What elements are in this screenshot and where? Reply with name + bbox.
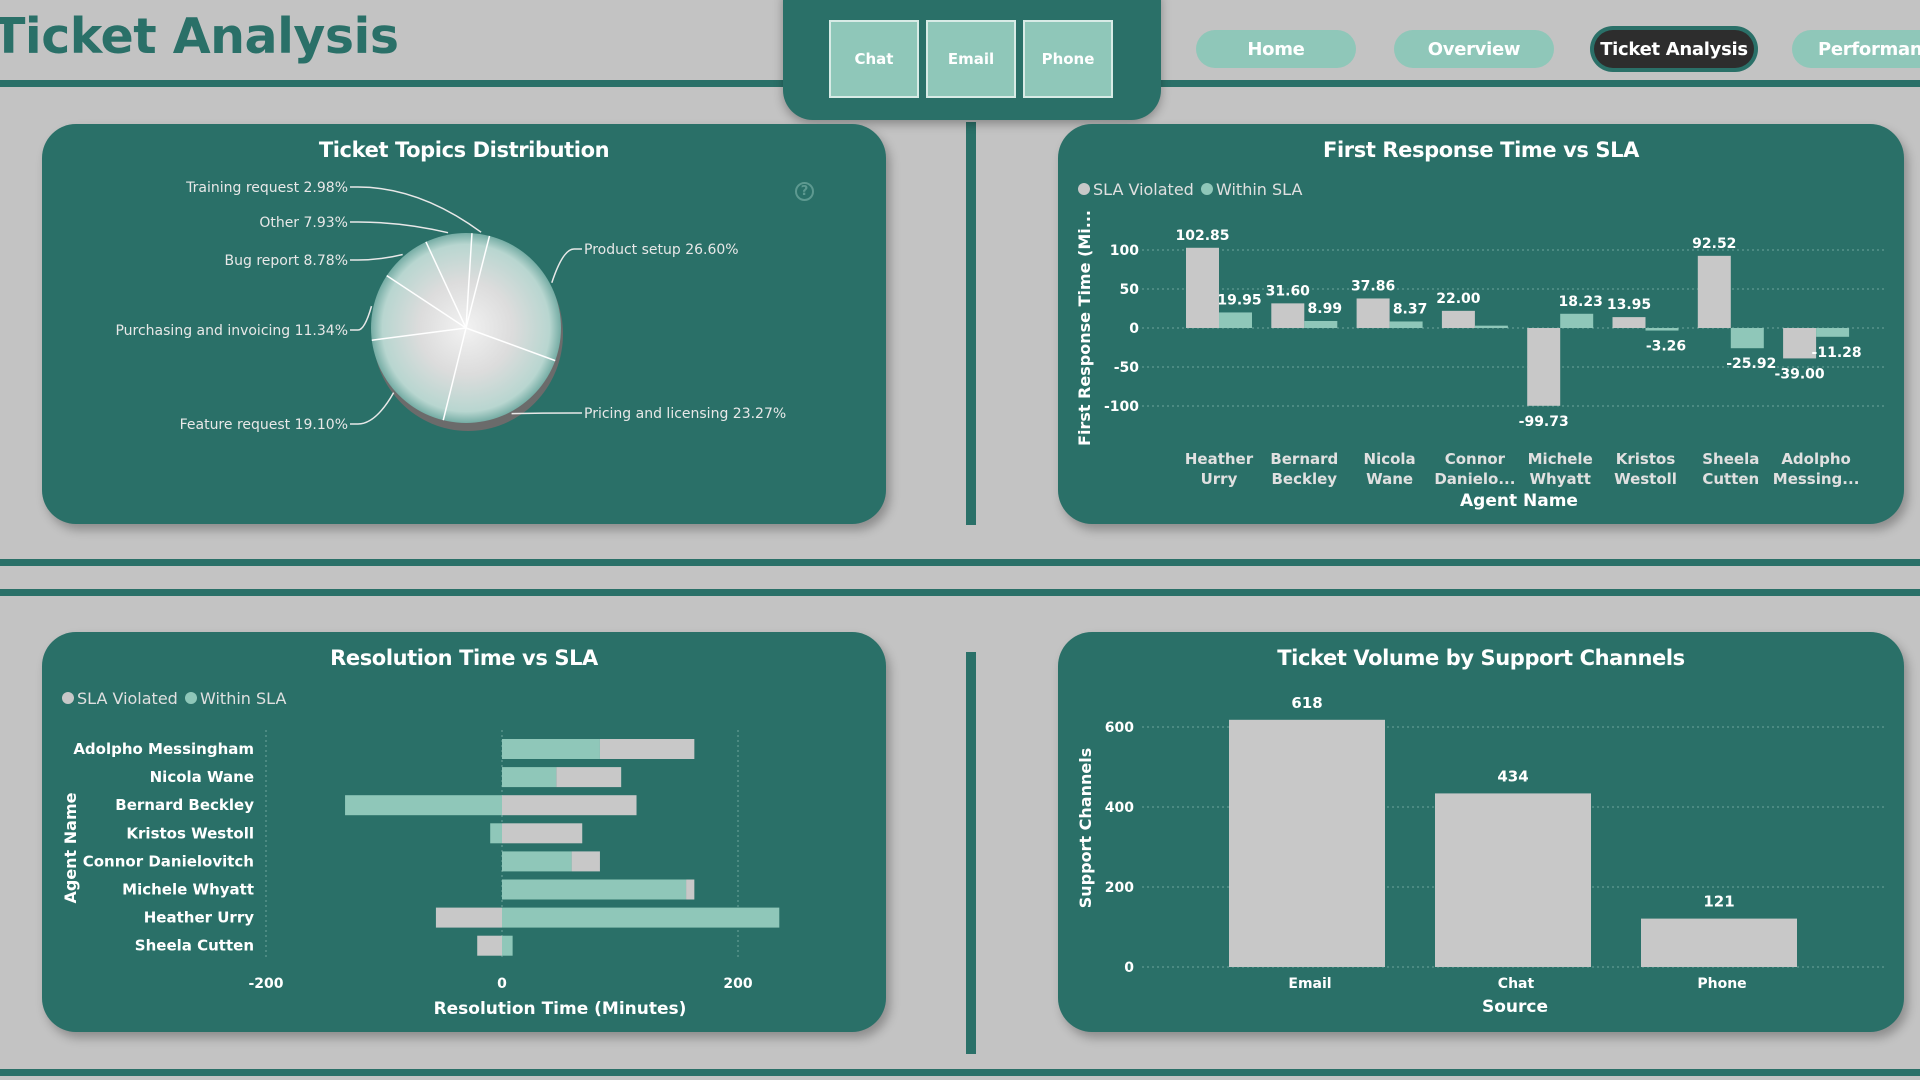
slicer-phone-button[interactable]: Phone: [1023, 20, 1113, 98]
nav-home-button[interactable]: Home: [1196, 30, 1356, 68]
section-divider-top: [0, 559, 1920, 566]
footer-divider: [0, 1069, 1920, 1076]
page-title: Ticket Analysis: [0, 8, 399, 65]
volume-card: Ticket Volume by Support Channels: [1058, 632, 1904, 1032]
resolution-title: Resolution Time vs SLA: [330, 646, 598, 670]
nav-ticket-analysis-button[interactable]: Ticket Analysis: [1594, 30, 1754, 68]
section-divider-bottom: [0, 589, 1920, 596]
volume-title: Ticket Volume by Support Channels: [1277, 646, 1685, 670]
help-icon[interactable]: ?: [795, 182, 814, 201]
first-response-title: First Response Time vs SLA: [1323, 138, 1639, 162]
nav-overview-button[interactable]: Overview: [1394, 30, 1554, 68]
resolution-card: Resolution Time vs SLA: [42, 632, 886, 1032]
vertical-divider-top: [966, 122, 976, 525]
channel-slicer: Chat Email Phone: [783, 0, 1161, 120]
ticket-topics-card: Ticket Topics Distribution: [42, 124, 886, 524]
vertical-divider-bottom: [966, 652, 976, 1054]
ticket-topics-title: Ticket Topics Distribution: [318, 138, 610, 162]
slicer-email-button[interactable]: Email: [926, 20, 1016, 98]
first-response-card: First Response Time vs SLA: [1058, 124, 1904, 524]
nav-performance-button[interactable]: Performance: [1792, 30, 1920, 68]
slicer-chat-button[interactable]: Chat: [829, 20, 919, 98]
